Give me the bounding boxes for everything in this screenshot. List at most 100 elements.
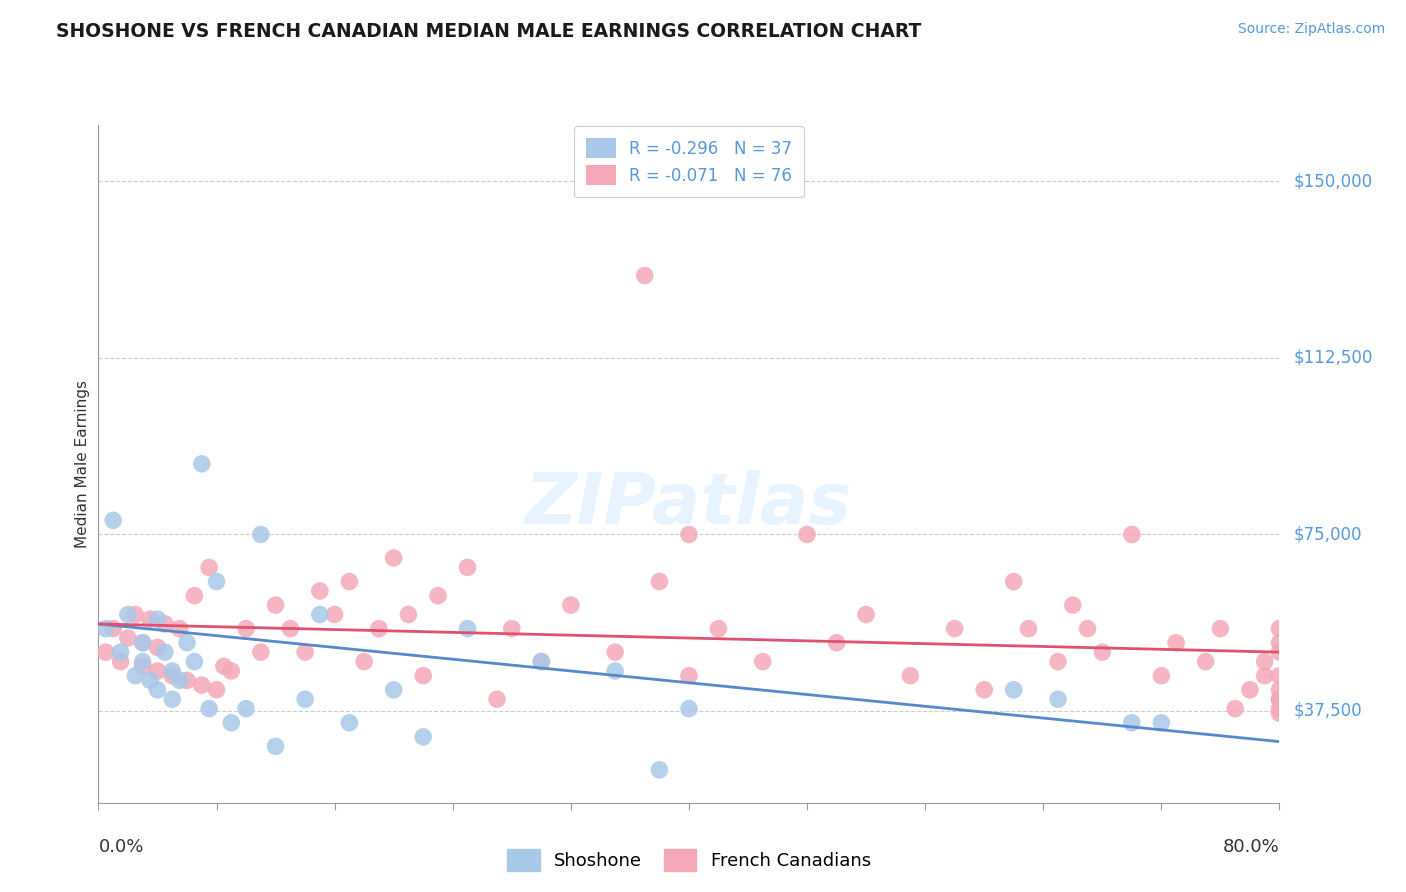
Point bbox=[117, 607, 139, 622]
Point bbox=[146, 682, 169, 697]
Point bbox=[94, 622, 117, 636]
Point bbox=[633, 268, 655, 283]
Point bbox=[382, 682, 405, 697]
Point bbox=[396, 607, 419, 622]
Point bbox=[1223, 701, 1246, 715]
Point bbox=[412, 669, 434, 683]
Point bbox=[530, 655, 553, 669]
Point bbox=[94, 645, 117, 659]
Point bbox=[1239, 682, 1261, 697]
Point bbox=[1121, 715, 1143, 730]
Point bbox=[176, 673, 198, 688]
Point bbox=[456, 622, 478, 636]
Point bbox=[337, 574, 360, 589]
Point bbox=[1268, 669, 1291, 683]
Point bbox=[1268, 682, 1291, 697]
Point bbox=[1268, 706, 1291, 721]
Text: 80.0%: 80.0% bbox=[1223, 838, 1279, 855]
Point bbox=[250, 645, 273, 659]
Point bbox=[751, 655, 773, 669]
Point bbox=[191, 457, 214, 471]
Point bbox=[191, 678, 214, 692]
Point bbox=[1046, 692, 1069, 706]
Point bbox=[219, 715, 242, 730]
Point bbox=[212, 659, 235, 673]
Point bbox=[1002, 574, 1025, 589]
Point bbox=[124, 669, 146, 683]
Text: $75,000: $75,000 bbox=[1294, 525, 1362, 543]
Point bbox=[1254, 655, 1277, 669]
Point bbox=[1091, 645, 1114, 659]
Point bbox=[198, 701, 221, 715]
Point bbox=[139, 612, 162, 626]
Point bbox=[337, 715, 360, 730]
Point bbox=[132, 655, 155, 669]
Point bbox=[1164, 636, 1187, 650]
Point bbox=[176, 636, 198, 650]
Point bbox=[678, 527, 700, 541]
Point bbox=[1268, 645, 1291, 659]
Point bbox=[146, 640, 169, 655]
Point bbox=[146, 612, 169, 626]
Point bbox=[1268, 636, 1291, 650]
Point bbox=[456, 560, 478, 574]
Point bbox=[353, 655, 375, 669]
Point bbox=[1062, 598, 1084, 612]
Point bbox=[264, 598, 287, 612]
Point bbox=[146, 664, 169, 678]
Point bbox=[368, 622, 391, 636]
Point bbox=[235, 622, 257, 636]
Point bbox=[796, 527, 818, 541]
Point bbox=[278, 622, 302, 636]
Point bbox=[235, 701, 257, 715]
Point bbox=[1268, 701, 1291, 715]
Text: Source: ZipAtlas.com: Source: ZipAtlas.com bbox=[1237, 22, 1385, 37]
Point bbox=[486, 692, 509, 706]
Point bbox=[323, 607, 346, 622]
Point bbox=[132, 659, 155, 673]
Point bbox=[678, 669, 700, 683]
Point bbox=[1077, 622, 1099, 636]
Point bbox=[117, 631, 139, 645]
Point bbox=[103, 622, 125, 636]
Point bbox=[1268, 692, 1291, 706]
Point bbox=[309, 607, 332, 622]
Point bbox=[264, 739, 287, 754]
Point bbox=[501, 622, 523, 636]
Point bbox=[1195, 655, 1218, 669]
Point bbox=[294, 692, 316, 706]
Point bbox=[1150, 669, 1173, 683]
Point bbox=[139, 673, 162, 688]
Point bbox=[250, 527, 273, 541]
Point bbox=[382, 551, 405, 566]
Point bbox=[1121, 527, 1143, 541]
Point bbox=[855, 607, 877, 622]
Text: ZIPatlas: ZIPatlas bbox=[526, 470, 852, 539]
Point bbox=[153, 645, 176, 659]
Point bbox=[1150, 715, 1173, 730]
Point bbox=[605, 664, 627, 678]
Point bbox=[530, 655, 553, 669]
Point bbox=[153, 616, 176, 631]
Point bbox=[1268, 622, 1291, 636]
Point bbox=[132, 636, 155, 650]
Point bbox=[205, 682, 228, 697]
Text: $37,500: $37,500 bbox=[1294, 702, 1362, 720]
Point bbox=[605, 645, 627, 659]
Point bbox=[825, 636, 848, 650]
Text: 0.0%: 0.0% bbox=[98, 838, 143, 855]
Point bbox=[162, 669, 183, 683]
Point bbox=[162, 692, 183, 706]
Point bbox=[183, 655, 205, 669]
Point bbox=[219, 664, 242, 678]
Point bbox=[309, 584, 332, 599]
Point bbox=[648, 763, 671, 777]
Point bbox=[1268, 692, 1291, 706]
Point bbox=[678, 701, 700, 715]
Point bbox=[943, 622, 966, 636]
Point bbox=[103, 513, 125, 527]
Point bbox=[110, 655, 132, 669]
Point bbox=[1254, 669, 1277, 683]
Point bbox=[162, 664, 183, 678]
Point bbox=[427, 589, 450, 603]
